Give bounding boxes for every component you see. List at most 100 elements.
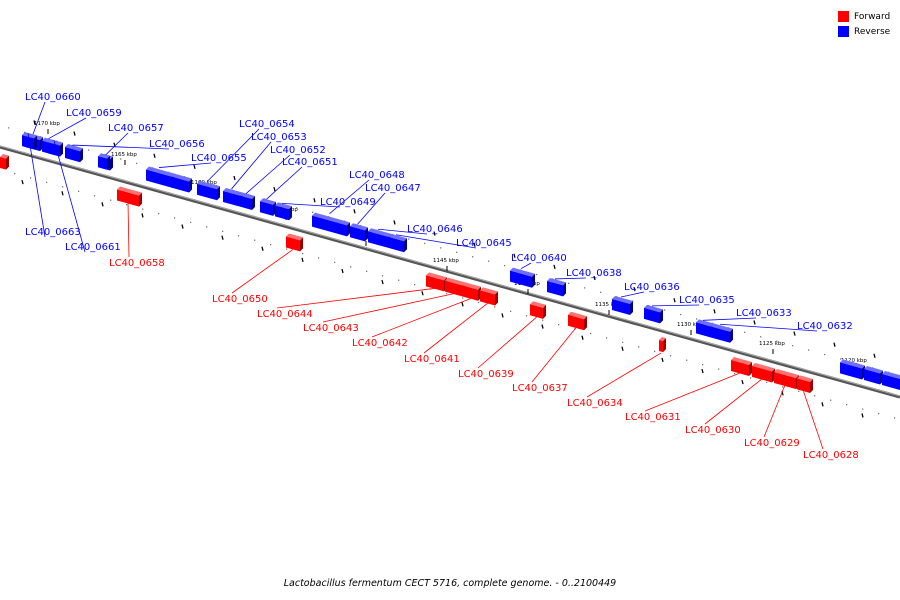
gene-label[interactable]: LC40_0641 xyxy=(404,354,460,365)
gene-label[interactable]: LC40_0659 xyxy=(66,108,122,119)
gene-block-reverse[interactable] xyxy=(22,132,37,150)
gene-label[interactable]: LC40_0661 xyxy=(65,242,121,253)
track-dot xyxy=(408,238,410,240)
gene-label[interactable]: LC40_0633 xyxy=(736,308,792,319)
gene-leader-line xyxy=(27,133,46,238)
gene-block-reverse[interactable] xyxy=(388,233,407,253)
gene-block-reverse[interactable] xyxy=(260,198,276,216)
gene-block-forward[interactable] xyxy=(774,369,799,390)
gene-front-face xyxy=(659,340,663,353)
gene-label[interactable]: LC40_0634 xyxy=(567,398,623,409)
gene-block-forward[interactable] xyxy=(530,301,546,319)
gene-label[interactable]: LC40_0651 xyxy=(282,157,338,168)
gene-block-reverse[interactable] xyxy=(48,139,63,157)
track-dash xyxy=(341,268,344,274)
gene-label[interactable]: LC40_0649 xyxy=(320,197,376,208)
track-dot xyxy=(686,359,688,361)
gene-label[interactable]: LC40_0639 xyxy=(458,369,514,380)
gene-label[interactable]: LC40_0652 xyxy=(270,145,326,156)
gene-label[interactable]: LC40_0660 xyxy=(25,92,81,103)
gene-block-reverse[interactable] xyxy=(275,202,292,221)
gene-label[interactable]: LC40_0655 xyxy=(191,153,247,164)
gene-block-reverse[interactable] xyxy=(350,223,368,242)
gene-leader-line xyxy=(72,144,170,150)
legend: Forward Reverse xyxy=(838,9,890,39)
gene-block-reverse[interactable] xyxy=(98,153,110,170)
track-dot xyxy=(862,408,864,410)
track-dash xyxy=(793,331,796,336)
gene-label[interactable]: LC40_0663 xyxy=(25,227,81,238)
gene-block-forward[interactable] xyxy=(659,337,666,353)
gene-leader-line xyxy=(395,234,477,249)
forward-swatch xyxy=(838,11,849,22)
gene-block-forward[interactable] xyxy=(731,357,752,377)
gene-side-face xyxy=(563,282,566,297)
gene-block-forward[interactable] xyxy=(117,186,142,207)
track-dash xyxy=(673,298,676,303)
gene-block-reverse[interactable] xyxy=(547,277,566,297)
gene-label[interactable]: LC40_0658 xyxy=(109,258,165,269)
gene-block-reverse[interactable] xyxy=(240,192,255,210)
gene-leader-line xyxy=(531,327,577,383)
gene-label[interactable]: LC40_0648 xyxy=(349,170,405,181)
gene-label[interactable]: LC40_0640 xyxy=(511,253,567,264)
track-dash xyxy=(381,279,384,285)
gene-label[interactable]: LC40_0642 xyxy=(352,338,408,349)
track-dash xyxy=(353,209,356,214)
gene-label[interactable]: LC40_0657 xyxy=(108,123,164,134)
gene-block-reverse[interactable] xyxy=(146,166,175,188)
gene-front-face xyxy=(223,190,240,207)
track-dot xyxy=(488,260,490,262)
gene-label[interactable]: LC40_0630 xyxy=(685,425,741,436)
gene-block-reverse[interactable] xyxy=(882,371,900,390)
gene-label[interactable]: LC40_0643 xyxy=(303,323,359,334)
gene-block-forward[interactable] xyxy=(752,362,775,383)
gene-label[interactable]: LC40_0646 xyxy=(407,224,463,235)
gene-block-reverse[interactable] xyxy=(368,228,391,248)
gene-block-reverse[interactable] xyxy=(644,304,663,324)
track-dot xyxy=(734,372,736,375)
gene-top-face xyxy=(98,153,110,159)
gene-block-forward[interactable] xyxy=(0,154,9,170)
gene-block-forward[interactable] xyxy=(463,282,481,301)
gene-top-face xyxy=(65,144,83,152)
gene-block-reverse[interactable] xyxy=(171,173,192,193)
gene-block-reverse[interactable] xyxy=(710,323,733,343)
gene-block-reverse[interactable] xyxy=(312,212,350,237)
tick-label: 1135 kbp xyxy=(595,302,621,308)
gene-label[interactable]: LC40_0647 xyxy=(365,183,421,194)
gene-label[interactable]: LC40_0632 xyxy=(797,321,853,332)
gene-label[interactable]: LC40_0656 xyxy=(149,139,205,150)
gene-leader-line xyxy=(281,202,341,208)
gene-block-forward[interactable] xyxy=(797,375,813,393)
gene-block-forward[interactable] xyxy=(286,233,303,252)
gene-label[interactable]: LC40_0629 xyxy=(744,438,800,449)
track-dot xyxy=(750,377,752,379)
gene-label[interactable]: LC40_0644 xyxy=(257,309,313,320)
gene-label[interactable]: LC40_0645 xyxy=(456,238,512,249)
gene-label[interactable]: LC40_0650 xyxy=(212,294,268,305)
track-dot xyxy=(382,275,384,277)
gene-block-reverse[interactable] xyxy=(65,144,83,163)
gene-label[interactable]: LC40_0654 xyxy=(239,119,295,130)
gene-block-reverse[interactable] xyxy=(510,267,535,288)
gene-label[interactable]: LC40_0637 xyxy=(512,383,568,394)
gene-label[interactable]: LC40_0653 xyxy=(251,132,307,143)
gene-label[interactable]: LC40_0631 xyxy=(625,412,681,423)
gene-side-face xyxy=(189,178,192,193)
gene-top-face xyxy=(644,304,663,313)
gene-side-face xyxy=(6,155,9,170)
gene-block-forward[interactable] xyxy=(445,277,466,297)
gene-label[interactable]: LC40_0635 xyxy=(679,295,735,306)
track-dash xyxy=(501,313,504,318)
gene-block-forward[interactable] xyxy=(426,272,447,292)
gene-block-forward[interactable] xyxy=(480,287,498,306)
gene-label[interactable]: LC40_0636 xyxy=(624,282,680,293)
gene-label[interactable]: LC40_0628 xyxy=(803,450,859,461)
gene-label[interactable]: LC40_0638 xyxy=(566,268,622,279)
gene-block-forward[interactable] xyxy=(568,311,587,331)
gene-block-reverse[interactable] xyxy=(864,366,883,385)
track-dot xyxy=(62,186,64,188)
gene-block-reverse[interactable] xyxy=(612,296,633,315)
gene-block-reverse[interactable] xyxy=(197,180,220,201)
